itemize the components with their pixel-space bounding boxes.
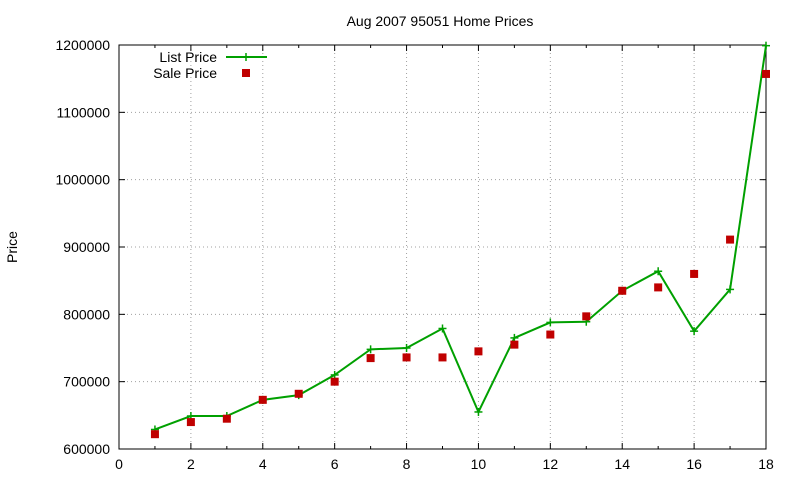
- sale-price-point: [654, 283, 663, 292]
- y-tick-label: 800000: [63, 306, 110, 322]
- sale-price-point: [366, 354, 375, 363]
- legend-plus-swatch: [242, 53, 250, 61]
- x-tick-label: 12: [543, 456, 559, 472]
- series-list-price: [150, 41, 770, 434]
- data-series: [150, 41, 770, 439]
- sale-price-point: [150, 430, 159, 439]
- axis-ticks: 0 2 4 6 8 10 12 14 16 18 600000 700000 800000 900000 1…: [55, 37, 774, 472]
- list-price-point: [438, 324, 447, 333]
- x-tick-label: 18: [758, 456, 774, 472]
- sale-price-point: [222, 414, 231, 423]
- y-tick-label: 1200000: [55, 37, 110, 53]
- x-tick-label: 8: [403, 456, 411, 472]
- y-axis-label: Price: [4, 231, 20, 263]
- sale-price-point: [474, 347, 483, 356]
- sale-price-point: [618, 286, 627, 295]
- sale-price-point: [762, 69, 770, 78]
- x-tick-label: 10: [471, 456, 487, 472]
- x-tick-label: 4: [259, 456, 267, 472]
- legend-label: Sale Price: [153, 65, 217, 81]
- list-price-line: [154, 45, 767, 431]
- list-price-point: [546, 318, 555, 327]
- list-price-point: [330, 370, 339, 379]
- x-tick-label: 14: [614, 456, 630, 472]
- sale-price-point: [690, 269, 699, 278]
- y-tick-label: 1000000: [55, 172, 110, 188]
- list-price-point: [366, 345, 375, 354]
- series-sale-price: [150, 69, 770, 439]
- chart-title: Aug 2007 95051 Home Prices: [347, 13, 534, 29]
- y-tick-label: 900000: [63, 239, 110, 255]
- sale-price-point: [258, 395, 267, 404]
- list-price-point: [510, 333, 519, 342]
- list-price-point: [690, 327, 699, 336]
- sale-price-point: [186, 418, 195, 427]
- sale-price-point: [582, 312, 591, 321]
- list-price-point: [726, 285, 735, 294]
- y-tick-label: 600000: [63, 441, 110, 457]
- y-tick-label: 700000: [63, 374, 110, 390]
- sale-price-point: [438, 353, 447, 362]
- sale-price-point: [330, 377, 339, 386]
- plot-border: [118, 44, 767, 450]
- sale-price-point: [402, 353, 411, 362]
- y-tick-label: 1100000: [57, 104, 111, 120]
- x-tick-label: 2: [187, 456, 195, 472]
- legend-label: List Price: [159, 49, 217, 65]
- list-price-point: [402, 344, 411, 352]
- list-price-point: [654, 267, 663, 276]
- x-tick-label: 6: [331, 456, 339, 472]
- list-price-point: [762, 41, 770, 50]
- sale-price-point: [726, 235, 735, 244]
- sale-price-point: [510, 340, 519, 349]
- sale-price-point: [546, 330, 555, 339]
- list-price-point: [474, 407, 483, 416]
- x-tick-label: 16: [686, 456, 702, 472]
- grid: [119, 45, 766, 449]
- x-tick-label: 0: [115, 456, 123, 472]
- legend-square-swatch: [242, 69, 250, 77]
- sale-price-point: [294, 389, 303, 398]
